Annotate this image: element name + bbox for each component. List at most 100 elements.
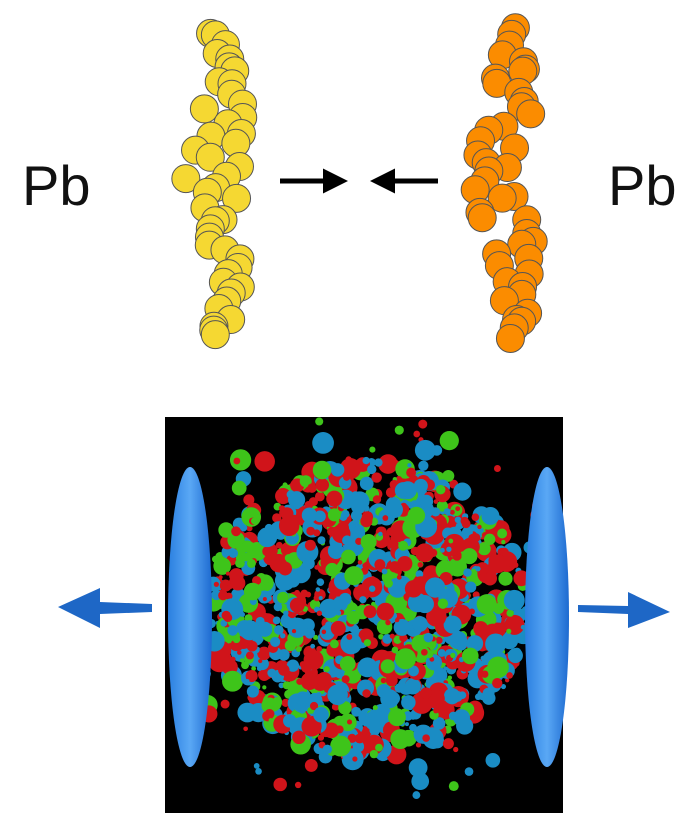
particle (421, 649, 428, 656)
particle (263, 597, 267, 601)
particle (370, 560, 375, 565)
particle (481, 670, 488, 677)
particle (317, 536, 325, 544)
particle (305, 759, 318, 772)
nucleon (468, 204, 496, 232)
particle (343, 474, 350, 481)
particle (394, 567, 401, 574)
particle (472, 513, 480, 521)
particle (283, 681, 291, 689)
particle (494, 465, 501, 472)
particle (487, 634, 501, 648)
particle (295, 782, 301, 788)
particle (328, 587, 334, 593)
particle (274, 625, 284, 635)
left-disk (168, 467, 212, 767)
particle (438, 494, 445, 501)
particle (262, 685, 266, 689)
particle (438, 599, 448, 609)
particle (395, 648, 416, 669)
particle (358, 560, 363, 565)
particle (219, 575, 223, 579)
particle (318, 734, 324, 740)
particle (513, 562, 519, 568)
particle (405, 722, 409, 726)
particle (315, 492, 325, 502)
particle (461, 548, 477, 564)
particle (415, 440, 436, 461)
particle (438, 649, 446, 657)
particle (222, 671, 243, 692)
particle (443, 666, 447, 670)
particle (229, 549, 238, 558)
particle (463, 568, 472, 577)
particle (327, 684, 348, 705)
particle (231, 526, 241, 536)
particle (324, 666, 330, 672)
particle (308, 529, 314, 535)
particle (405, 678, 421, 694)
particle (263, 584, 270, 591)
particle (362, 457, 369, 464)
particle (501, 540, 505, 544)
particle (375, 744, 383, 752)
particle (240, 620, 260, 640)
particle (268, 579, 272, 583)
particle (318, 568, 323, 573)
particle (364, 639, 371, 646)
particle (418, 420, 427, 429)
blue-arrow-right (578, 592, 670, 628)
particle (270, 637, 280, 647)
particle (462, 648, 479, 665)
particle (255, 768, 262, 775)
particle (374, 559, 385, 570)
particle (378, 532, 382, 536)
page: Pb Pb (() => { const data = JSON.parse(d… (0, 0, 693, 813)
particle (500, 548, 508, 556)
particle (340, 656, 356, 672)
particle (444, 508, 451, 515)
blue-arrow-left (58, 588, 152, 628)
particle (342, 675, 350, 683)
particle (497, 529, 507, 539)
particle (461, 517, 469, 525)
right-label: Pb (608, 154, 677, 217)
particle (473, 621, 488, 636)
diagram: Pb Pb (0, 0, 693, 813)
particle (330, 736, 351, 757)
particle (246, 652, 254, 660)
particle (314, 510, 326, 522)
particle (521, 625, 526, 630)
particle (386, 501, 403, 518)
particle (446, 547, 451, 552)
particle (330, 639, 339, 648)
particle (346, 611, 359, 624)
particle (444, 616, 462, 634)
particle (352, 533, 357, 538)
particle (450, 653, 455, 658)
particle (395, 618, 399, 622)
particle (407, 463, 411, 467)
particle (371, 472, 381, 482)
particle (436, 637, 443, 644)
right-nucleus (461, 14, 547, 353)
particle (455, 638, 468, 651)
particle (504, 590, 525, 611)
particle (436, 485, 445, 494)
particle (365, 710, 386, 731)
particle (214, 582, 219, 587)
particle (230, 449, 251, 470)
particle (314, 565, 319, 570)
particle (244, 583, 262, 601)
particle (285, 554, 293, 562)
particle (377, 603, 395, 621)
particle (448, 539, 453, 544)
particle (315, 417, 323, 425)
particle (240, 612, 245, 617)
particle (453, 747, 458, 752)
particle (323, 745, 332, 754)
particle (342, 535, 352, 545)
particle (474, 680, 482, 688)
particle (243, 726, 248, 731)
particle (382, 569, 388, 575)
